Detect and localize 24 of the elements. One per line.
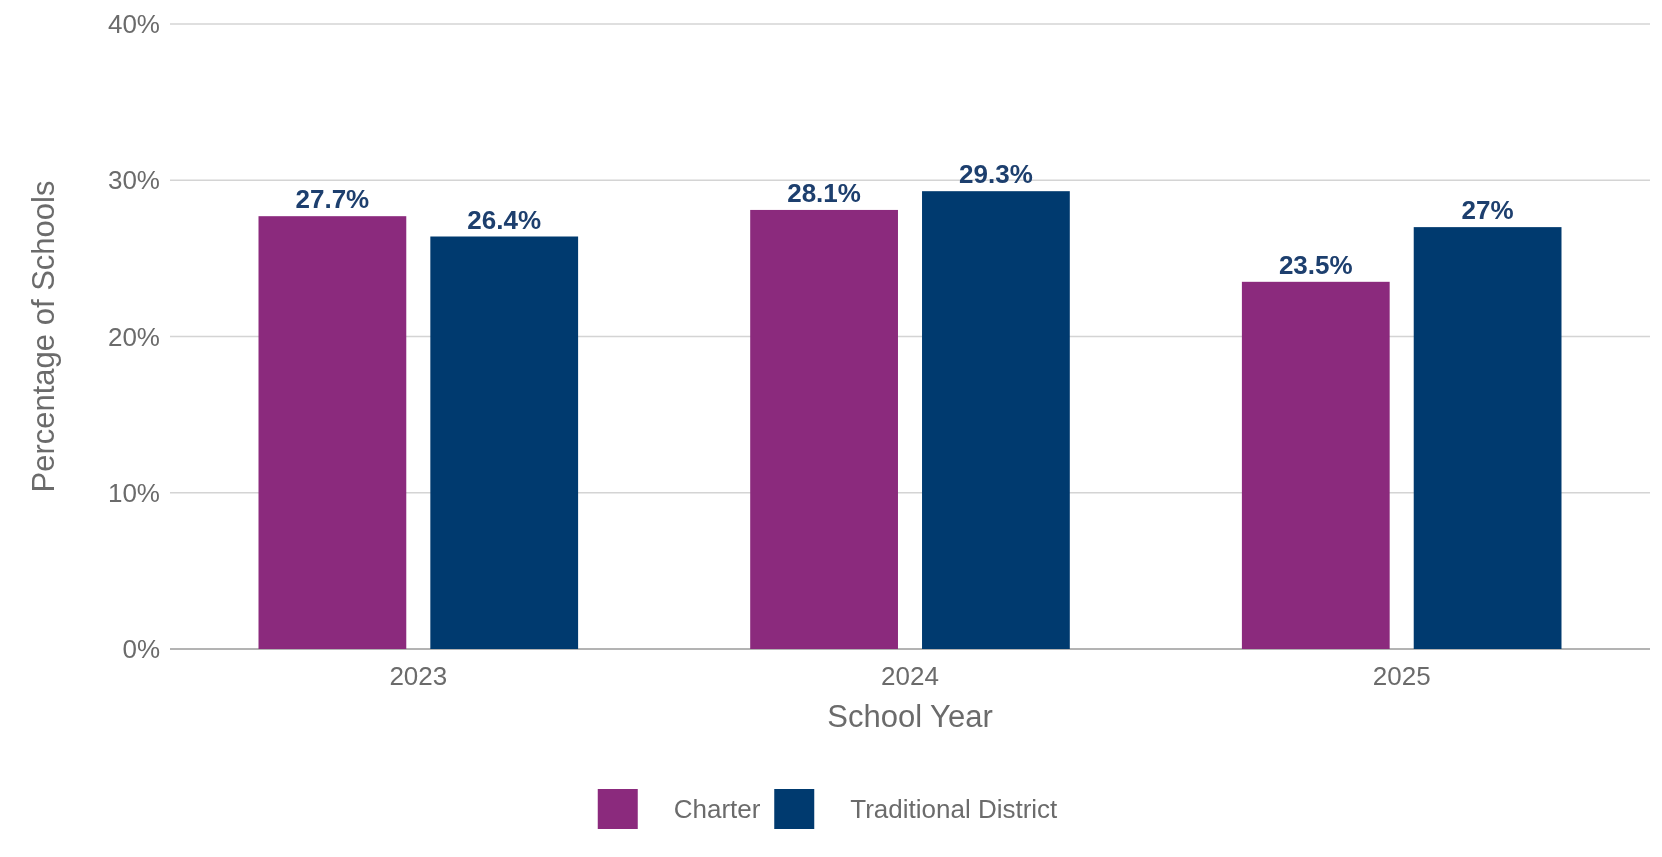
y-axis-title: Percentage of Schools bbox=[26, 180, 61, 493]
bar bbox=[1413, 227, 1562, 649]
y-tick-label: 20% bbox=[107, 321, 160, 352]
x-tick-label: 2025 bbox=[1372, 661, 1431, 691]
bar bbox=[750, 209, 898, 649]
y-tick-label: 0% bbox=[122, 634, 160, 665]
data-label: 26.4% bbox=[467, 204, 542, 235]
y-tick-label: 30% bbox=[107, 165, 160, 196]
x-axis-title: School Year bbox=[827, 699, 993, 734]
legend-label: Charter bbox=[673, 794, 761, 825]
y-tick-label: 10% bbox=[107, 477, 160, 508]
data-label: 27% bbox=[1461, 195, 1514, 226]
data-label: 28.1% bbox=[787, 177, 861, 208]
data-label: 23.5% bbox=[1278, 249, 1353, 280]
bar bbox=[430, 236, 579, 649]
x-tick-label: 2023 bbox=[389, 661, 448, 691]
legend-label: Traditional District bbox=[850, 794, 1059, 825]
bar bbox=[258, 216, 407, 649]
data-label: 29.3% bbox=[959, 159, 1033, 190]
data-label: 27.7% bbox=[295, 184, 370, 215]
y-tick-label: 40% bbox=[107, 9, 160, 40]
bar bbox=[922, 191, 1070, 649]
x-tick-label: 2024 bbox=[881, 661, 939, 691]
bar bbox=[1241, 281, 1390, 649]
